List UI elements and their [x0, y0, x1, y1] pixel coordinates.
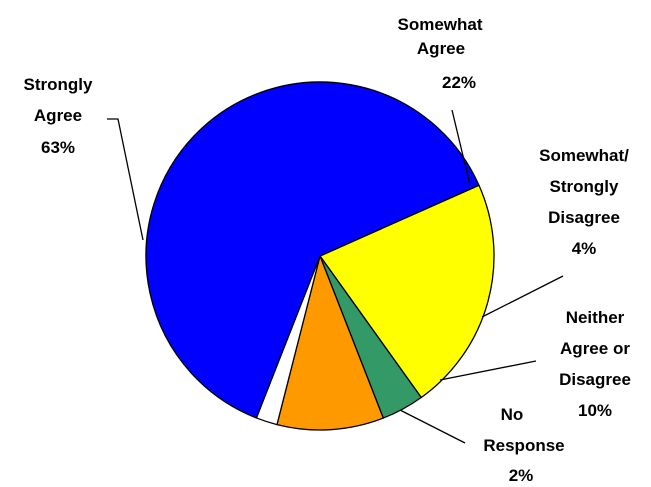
- slice-label: Response: [483, 436, 564, 455]
- slice-label: Agree or: [560, 339, 630, 358]
- slice-label: Strongly: [550, 177, 619, 196]
- slice-label: Somewhat/: [539, 146, 629, 165]
- slice-label: Agree: [34, 106, 82, 125]
- slice-label: Neither: [566, 308, 625, 327]
- leader-line: [451, 109, 471, 186]
- slice-label: Disagree: [548, 208, 620, 227]
- leader-line: [399, 409, 466, 444]
- leader-line: [439, 360, 537, 381]
- slice-label: 4%: [572, 239, 597, 258]
- slice-label: 2%: [509, 466, 534, 485]
- pie-slice: [319, 184, 495, 399]
- pie-slice: [276, 255, 384, 431]
- slice-label: No: [501, 405, 524, 424]
- slice-label: Disagree: [559, 370, 631, 389]
- slice-labels: Somewhat Agree 22% Somewhat/Strongly Disagre…: [24, 15, 631, 485]
- slice-label: 22%: [442, 73, 476, 92]
- slice-label: 63%: [41, 138, 75, 157]
- leader-line: [481, 275, 564, 318]
- slice-label: Strongly: [24, 75, 93, 94]
- slice-label: Somewhat: [397, 15, 482, 34]
- leader-line: [107, 118, 144, 241]
- leader-lines: [107, 109, 564, 444]
- pie-slice: [145, 81, 480, 419]
- slice-label: 10%: [578, 401, 612, 420]
- slice-label: Agree: [417, 39, 465, 58]
- pie-slices: [145, 81, 495, 431]
